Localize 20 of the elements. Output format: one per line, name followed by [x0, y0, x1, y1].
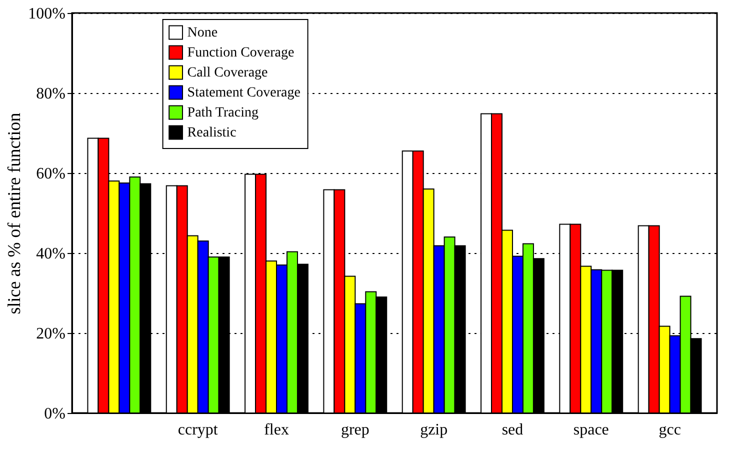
x-tick-label: gzip [420, 422, 448, 438]
y-axis-title: slice as % of entire function [4, 112, 24, 314]
legend-label: Call Coverage [187, 66, 268, 80]
y-tick-label: 100% [28, 6, 66, 22]
legend-label: None [187, 26, 218, 40]
x-tick-label: ccrypt [178, 422, 218, 438]
x-tick-label: sed [502, 422, 524, 438]
y-tick-label: 20% [36, 326, 66, 342]
legend-label: Realistic [187, 126, 236, 140]
y-tick-label: 0% [44, 406, 66, 422]
legend-label: Path Tracing [187, 106, 258, 120]
legend-label: Statement Coverage [187, 86, 300, 100]
x-tick-label: space [573, 422, 609, 438]
y-tick-label: 60% [36, 166, 66, 182]
legend-label: Function Coverage [187, 46, 294, 60]
y-tick-label: 80% [36, 86, 66, 102]
y-tick-label: 40% [36, 246, 66, 262]
x-tick-label: gcc [658, 422, 681, 438]
x-tick-label: grep [340, 422, 370, 438]
x-tick-label: flex [264, 422, 289, 438]
